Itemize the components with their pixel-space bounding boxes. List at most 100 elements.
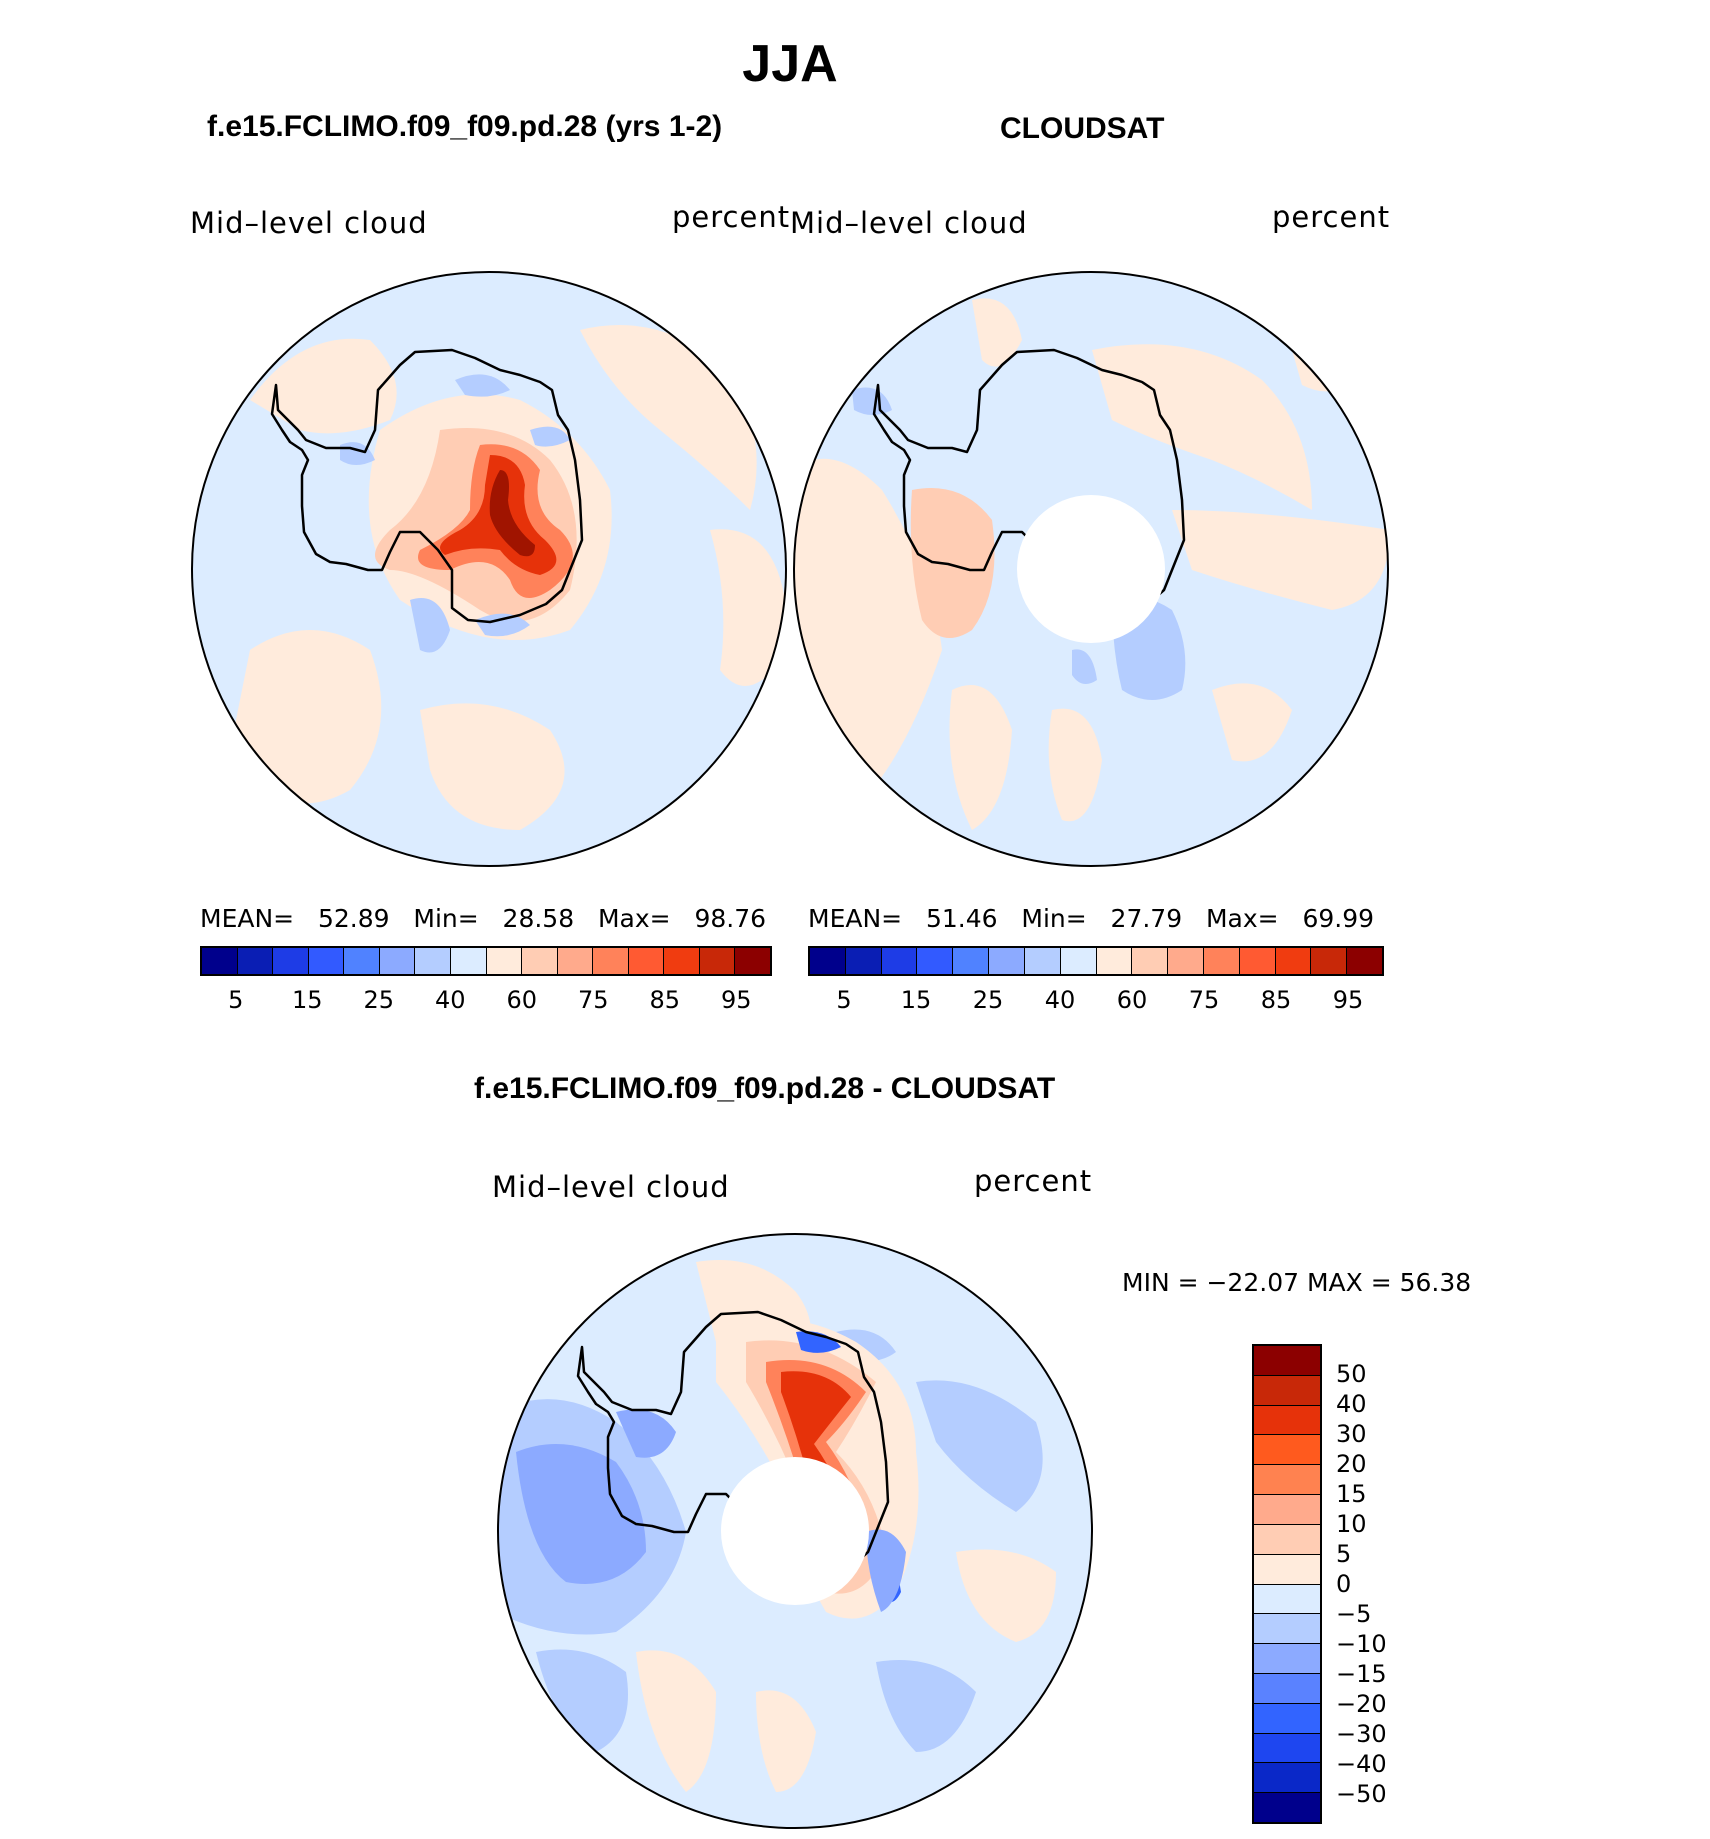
colorbar-box xyxy=(845,948,882,974)
colorbar-tick-label: 60 xyxy=(506,986,538,1014)
colorbar-tick-label: 10 xyxy=(1336,1510,1367,1538)
colorbar-box xyxy=(1254,1524,1320,1555)
colorbar-box xyxy=(344,948,380,974)
colorbar-box xyxy=(664,948,700,974)
panel-2-variable: Mid–level cloud xyxy=(790,206,1028,240)
panel-2-title: CLOUDSAT xyxy=(1000,112,1165,145)
colorbar-tick-label: 5 xyxy=(836,986,852,1014)
colorbar-tick-label: 60 xyxy=(1116,986,1148,1014)
colorbar-box xyxy=(1254,1673,1320,1704)
colorbar-box xyxy=(379,948,416,974)
colorbar-tick-label: −20 xyxy=(1336,1690,1387,1718)
diff-colorbar xyxy=(1252,1344,1322,1824)
colorbar-box xyxy=(735,948,770,974)
colorbar-box xyxy=(1254,1584,1320,1615)
colorbar-box xyxy=(1254,1346,1320,1376)
colorbar-tick-label: −30 xyxy=(1336,1720,1387,1748)
colorbar-tick-label: 75 xyxy=(577,986,609,1014)
colorbar-tick-label: 85 xyxy=(649,986,681,1014)
colorbar-tick-label: 25 xyxy=(363,986,395,1014)
colorbar-box xyxy=(1311,948,1348,974)
colorbar-box xyxy=(628,948,665,974)
diff-colorbar-ticks: 50 40 30 20 15 10 5 0 −5 −10 −15 −20 −30 −40 −50 xyxy=(1336,1344,1436,1824)
colorbar-tick-label: 40 xyxy=(1336,1390,1367,1418)
colorbar-box xyxy=(1254,1554,1320,1585)
colorbar-box xyxy=(1254,1495,1320,1525)
diff-panel-map xyxy=(497,1233,1093,1829)
main-title: JJA xyxy=(742,35,838,93)
colorbar-box xyxy=(1024,948,1061,974)
panel-1-units: percent xyxy=(672,200,791,234)
colorbar-box xyxy=(273,948,309,974)
panel-2-units: percent xyxy=(1272,200,1391,234)
panel-1-colorbar-ticks: 5 15 25 40 60 75 85 95 xyxy=(200,986,772,1016)
colorbar-tick-label: 85 xyxy=(1260,986,1292,1014)
colorbar-box xyxy=(486,948,523,974)
diff-panel-minmax: MIN = −22.07 MAX = 56.38 xyxy=(1122,1268,1472,1297)
panel-2-colorbar-ticks: 5 15 25 40 60 75 85 95 xyxy=(808,986,1384,1016)
colorbar-box xyxy=(953,948,990,974)
panel-1-map xyxy=(191,271,787,867)
panel-2-colorbar xyxy=(808,946,1384,976)
panel-1-stats: MEAN= 52.89 Min= 28.58 Max= 98.76 xyxy=(200,904,767,933)
colorbar-box xyxy=(917,948,954,974)
colorbar-tick-label: 0 xyxy=(1336,1570,1352,1598)
diff-panel-variable: Mid–level cloud xyxy=(492,1170,730,1204)
colorbar-tick-label: 95 xyxy=(1332,986,1364,1014)
colorbar-tick-label: 95 xyxy=(720,986,752,1014)
colorbar-box xyxy=(1254,1405,1320,1436)
colorbar-box xyxy=(1096,948,1133,974)
diff-panel-title: f.e15.FCLIMO.f09_f09.pd.28 - CLOUDSAT xyxy=(474,1072,1056,1105)
colorbar-box xyxy=(1168,948,1204,974)
colorbar-box xyxy=(593,948,629,974)
colorbar-box xyxy=(1060,948,1097,974)
colorbar-box xyxy=(1254,1763,1320,1794)
colorbar-tick-label: −50 xyxy=(1336,1780,1387,1808)
colorbar-tick-label: 50 xyxy=(1336,1360,1367,1388)
colorbar-box xyxy=(557,948,594,974)
colorbar-tick-label: −40 xyxy=(1336,1750,1387,1778)
colorbar-box xyxy=(1203,948,1240,974)
colorbar-tick-label: 30 xyxy=(1336,1420,1367,1448)
colorbar-box xyxy=(1254,1793,1320,1822)
colorbar-box xyxy=(1254,1465,1320,1496)
colorbar-box xyxy=(1254,1435,1320,1466)
colorbar-tick-label: 15 xyxy=(291,986,323,1014)
colorbar-box xyxy=(237,948,274,974)
colorbar-box xyxy=(1347,948,1382,974)
colorbar-box xyxy=(1254,1733,1320,1764)
colorbar-box xyxy=(1275,948,1312,974)
colorbar-box xyxy=(1254,1375,1320,1406)
panel-1-colorbar xyxy=(200,946,772,976)
colorbar-box xyxy=(522,948,558,974)
colorbar-tick-label: 5 xyxy=(1336,1540,1352,1568)
colorbar-box xyxy=(699,948,736,974)
colorbar-box xyxy=(810,948,846,974)
colorbar-box xyxy=(1254,1644,1320,1674)
colorbar-box xyxy=(202,948,238,974)
colorbar-tick-label: 40 xyxy=(434,986,466,1014)
panel-1-variable: Mid–level cloud xyxy=(190,206,428,240)
colorbar-box xyxy=(308,948,345,974)
colorbar-tick-label: 5 xyxy=(228,986,244,1014)
colorbar-box xyxy=(415,948,451,974)
colorbar-tick-label: −10 xyxy=(1336,1630,1387,1658)
colorbar-tick-label: −5 xyxy=(1336,1600,1372,1628)
diff-panel-polar-hole xyxy=(721,1457,869,1605)
colorbar-tick-label: 40 xyxy=(1044,986,1076,1014)
colorbar-tick-label: 15 xyxy=(1336,1480,1367,1508)
colorbar-box xyxy=(989,948,1025,974)
panel-2-polar-hole xyxy=(1017,495,1165,643)
colorbar-tick-label: 75 xyxy=(1188,986,1220,1014)
panel-2-map xyxy=(793,271,1389,867)
colorbar-tick-label: 15 xyxy=(900,986,932,1014)
colorbar-tick-label: 20 xyxy=(1336,1450,1367,1478)
colorbar-tick-label: 25 xyxy=(972,986,1004,1014)
panel-2-stats: MEAN= 51.46 Min= 27.79 Max= 69.99 xyxy=(808,904,1375,933)
panel-1-title: f.e15.FCLIMO.f09_f09.pd.28 (yrs 1-2) xyxy=(207,110,723,143)
colorbar-box xyxy=(881,948,918,974)
diff-panel-units: percent xyxy=(974,1164,1093,1198)
colorbar-box xyxy=(1254,1614,1320,1645)
colorbar-box xyxy=(1132,948,1169,974)
colorbar-box xyxy=(1239,948,1276,974)
